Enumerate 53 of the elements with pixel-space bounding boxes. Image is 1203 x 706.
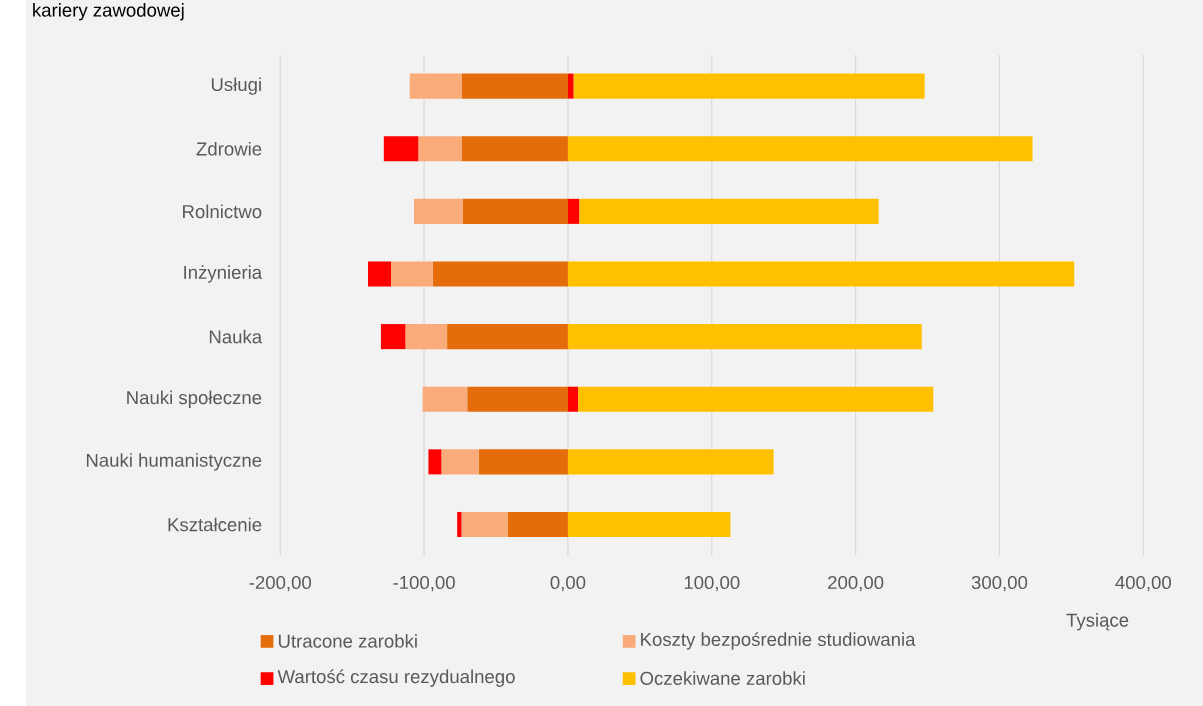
bar <box>567 198 580 224</box>
bar <box>567 261 1075 287</box>
bar <box>405 323 448 349</box>
x-tick-label: 300,00 <box>971 575 1028 592</box>
bar <box>567 511 731 537</box>
bar <box>462 198 568 224</box>
bar <box>409 73 462 99</box>
y-tick-label: Usługi <box>211 77 261 95</box>
bar <box>457 511 462 537</box>
y-tick-label: Zdrowie <box>196 141 262 156</box>
y-tick-label: Rolnictwo <box>183 204 262 218</box>
bar <box>467 386 568 412</box>
legend-label: Wartość czasu rezydualnego <box>277 669 515 687</box>
legend-label: Oczekiwane zarobki <box>640 671 805 685</box>
x-tick-label: -200,00 <box>249 575 312 592</box>
bar <box>573 73 925 99</box>
bar <box>567 449 774 475</box>
bar <box>567 73 574 99</box>
bar <box>441 449 479 475</box>
x-tick-label: 100,00 <box>684 575 740 592</box>
y-tick-label: Nauka <box>209 329 263 344</box>
x-tick-label: 0,00 <box>550 575 586 592</box>
x-tick-label: 200,00 <box>828 575 884 592</box>
x-tick-label: -100,00 <box>393 575 455 592</box>
legend-label: Utracone zarobki <box>278 633 417 648</box>
x-tick-label: 400,00 <box>1115 575 1171 592</box>
bar <box>414 198 463 224</box>
bar <box>422 386 468 412</box>
y-tick-label: Nauki społeczne <box>127 390 262 408</box>
legend-label: Koszty bezpośrednie studiowania <box>641 631 916 650</box>
y-tick-label: Nauki humanistyczne <box>86 452 262 471</box>
bar <box>567 323 922 349</box>
bar <box>461 73 568 99</box>
bar <box>447 323 568 349</box>
bar <box>579 198 879 224</box>
bar <box>368 261 392 287</box>
bar <box>507 511 568 537</box>
bar <box>478 449 568 475</box>
y-tick-label: Kształcenie <box>168 517 262 532</box>
bar <box>383 135 419 162</box>
bar <box>567 135 1033 162</box>
bar <box>432 261 568 287</box>
bar <box>380 323 406 349</box>
bar <box>418 135 462 162</box>
bar <box>578 386 934 412</box>
bar <box>461 135 568 162</box>
bar <box>461 511 508 537</box>
bar <box>428 449 442 475</box>
bar <box>391 261 433 287</box>
x-axis-title: Tysiące <box>1066 612 1129 631</box>
bar <box>567 386 579 412</box>
text: kariery zawodowej <box>33 2 184 21</box>
y-tick-label: Inżynieria <box>184 265 263 283</box>
